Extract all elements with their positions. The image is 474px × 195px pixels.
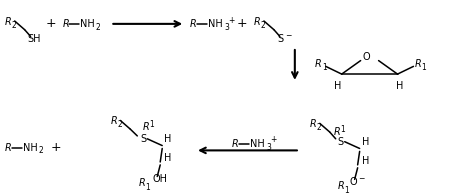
Text: R: R	[232, 139, 239, 149]
Text: +: +	[270, 135, 276, 144]
Text: S: S	[277, 34, 283, 44]
Text: O: O	[350, 177, 357, 187]
Text: OH: OH	[152, 174, 167, 184]
Text: R: R	[254, 17, 261, 27]
Text: +: +	[50, 141, 61, 154]
Text: 1: 1	[421, 63, 426, 72]
Text: H: H	[396, 81, 403, 91]
Text: SH: SH	[27, 34, 41, 44]
Text: O: O	[363, 52, 371, 62]
Text: R: R	[5, 17, 11, 27]
Text: 1: 1	[322, 63, 327, 72]
Text: 1: 1	[149, 120, 154, 129]
Text: NH: NH	[250, 139, 264, 149]
Text: R: R	[310, 119, 317, 129]
Text: H: H	[362, 156, 369, 166]
Text: NH: NH	[208, 19, 223, 29]
Text: R: R	[334, 127, 340, 137]
Text: R: R	[138, 178, 145, 188]
Text: −: −	[285, 31, 291, 40]
Text: H: H	[164, 153, 172, 163]
Text: 1: 1	[345, 185, 349, 194]
Text: 2: 2	[95, 23, 100, 32]
Text: 3: 3	[266, 143, 271, 152]
Text: +: +	[228, 16, 235, 26]
Text: R: R	[142, 122, 149, 132]
Text: 3: 3	[224, 23, 229, 32]
Text: +: +	[45, 17, 56, 30]
Text: R: R	[5, 143, 11, 152]
Text: 2: 2	[118, 120, 122, 129]
Text: H: H	[164, 134, 172, 144]
Text: S: S	[140, 134, 146, 144]
Text: 2: 2	[261, 21, 266, 30]
Text: −: −	[358, 174, 364, 183]
Text: R: R	[190, 19, 197, 29]
Text: 2: 2	[12, 21, 17, 30]
Text: H: H	[334, 81, 341, 91]
Text: R: R	[63, 19, 69, 29]
Text: +: +	[237, 17, 247, 30]
Text: S: S	[337, 137, 344, 147]
Text: 2: 2	[317, 123, 321, 132]
Text: R: R	[337, 181, 345, 191]
Text: R: R	[315, 59, 321, 69]
Text: 1: 1	[145, 183, 150, 192]
Text: NH: NH	[23, 143, 37, 152]
Text: R: R	[414, 59, 421, 69]
Text: R: R	[110, 116, 117, 126]
Text: H: H	[362, 137, 369, 147]
Text: NH: NH	[81, 19, 95, 29]
Text: 2: 2	[38, 146, 43, 155]
Text: 1: 1	[341, 125, 346, 134]
